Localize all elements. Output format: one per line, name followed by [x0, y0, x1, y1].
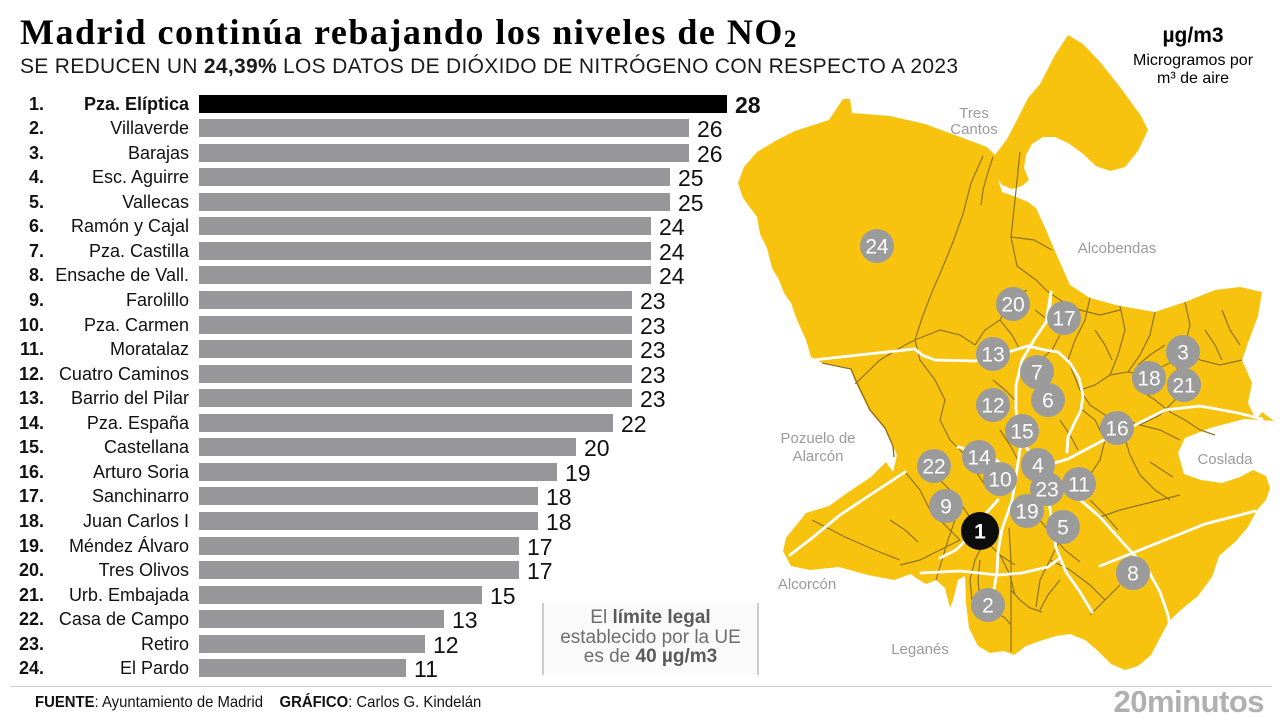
svg-text:19: 19 — [1015, 501, 1038, 524]
svg-text:9: 9 — [940, 496, 952, 519]
svg-text:Alcorcón: Alcorcón — [778, 576, 836, 593]
svg-text:Alarcón: Alarcón — [793, 448, 844, 465]
svg-text:Tres: Tres — [959, 105, 988, 122]
svg-text:21: 21 — [1172, 375, 1195, 398]
svg-text:Cantos: Cantos — [950, 121, 998, 138]
svg-text:7: 7 — [1031, 362, 1043, 385]
svg-text:15: 15 — [1010, 421, 1033, 444]
svg-text:1: 1 — [974, 521, 986, 544]
svg-text:16: 16 — [1105, 418, 1128, 441]
svg-text:11: 11 — [1068, 474, 1090, 497]
svg-text:23: 23 — [1035, 479, 1058, 502]
svg-text:Coslada: Coslada — [1197, 451, 1253, 468]
svg-text:8: 8 — [1127, 563, 1139, 586]
svg-text:6: 6 — [1042, 390, 1054, 413]
svg-text:4: 4 — [1032, 455, 1044, 478]
svg-text:Alcobendas: Alcobendas — [1078, 240, 1156, 257]
svg-text:13: 13 — [981, 344, 1004, 367]
svg-text:Leganés: Leganés — [891, 641, 949, 658]
svg-text:18: 18 — [1137, 368, 1160, 391]
svg-text:2: 2 — [982, 595, 994, 618]
svg-text:22: 22 — [922, 456, 945, 479]
svg-text:Pozuelo de: Pozuelo de — [780, 430, 855, 447]
svg-text:5: 5 — [1057, 517, 1069, 540]
svg-text:17: 17 — [1052, 308, 1075, 331]
svg-text:3: 3 — [1177, 342, 1189, 365]
svg-text:20: 20 — [1001, 294, 1024, 317]
svg-text:10: 10 — [988, 469, 1011, 492]
svg-text:24: 24 — [865, 236, 889, 259]
svg-text:12: 12 — [981, 395, 1004, 418]
svg-text:14: 14 — [967, 447, 991, 470]
